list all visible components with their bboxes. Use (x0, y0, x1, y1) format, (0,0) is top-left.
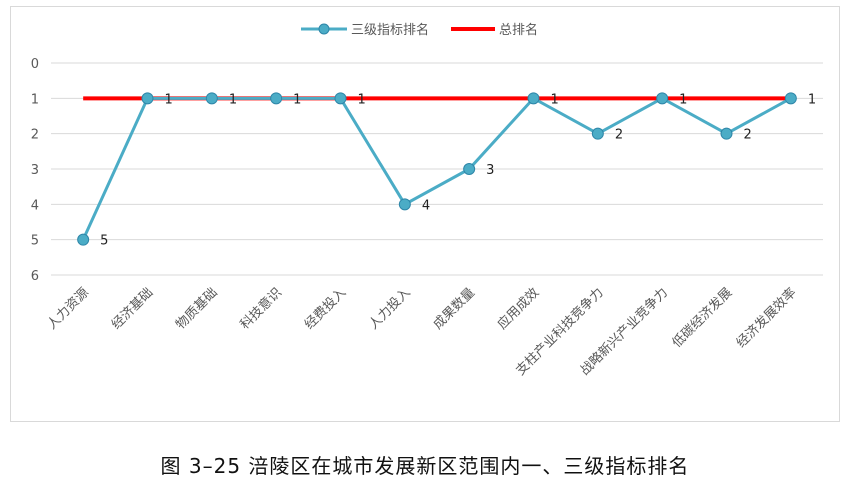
data-label: 1 (165, 92, 173, 107)
y-tick-label: 1 (31, 92, 39, 107)
legend-marker-ranking (318, 23, 330, 35)
x-tick-label: 科技意识 (237, 285, 285, 333)
data-label: 1 (293, 92, 301, 107)
data-point (784, 92, 797, 105)
y-tick-label: 4 (31, 198, 39, 213)
x-tick-label: 人力资源 (45, 285, 92, 332)
data-label: 1 (551, 92, 559, 107)
data-label: 3 (486, 163, 494, 178)
data-label: 1 (358, 92, 366, 107)
y-tick-label: 3 (31, 163, 39, 178)
data-point (720, 127, 733, 140)
chart-area: 0 1 2 3 4 5 6 人力资源 经济基础 物质基础 科技意识 经费投入 人力投入 成果数量 应用成效… (10, 6, 840, 422)
data-point (77, 233, 90, 246)
legend: 三级指标排名 总排名 (301, 22, 538, 38)
data-point (527, 92, 540, 105)
series-points (77, 92, 797, 246)
x-tick-label: 物质基础 (173, 285, 220, 332)
figure-caption: 图 3–25 涪陵区在城市发展新区范围内一、三级指标排名 (160, 454, 690, 478)
data-point (591, 127, 604, 140)
data-point (205, 92, 218, 105)
data-point (270, 92, 283, 105)
data-label: 5 (100, 234, 108, 249)
data-point (463, 163, 476, 175)
data-label: 2 (744, 128, 752, 143)
legend-label-ranking: 三级指标排名 (351, 22, 429, 38)
data-point (398, 198, 411, 211)
x-tick-label: 经济发展效率 (733, 285, 799, 351)
x-tick-label: 成果数量 (431, 285, 478, 332)
x-tick-label: 低碳经济发展 (669, 285, 735, 351)
data-label: 1 (679, 92, 687, 107)
line-chart: 0 1 2 3 4 5 6 人力资源 经济基础 物质基础 科技意识 经费投入 人力投入 成果数量 应用成效… (31, 22, 823, 379)
data-point (656, 92, 669, 105)
x-tick-label: 应用成效 (494, 285, 542, 333)
x-tick-label: 经济基础 (109, 285, 156, 332)
x-axis: 人力资源 经济基础 物质基础 科技意识 经费投入 人力投入 成果数量 应用成效支柱产业科技竞争… (45, 285, 800, 379)
data-labels: 5 1 1 1 1 4 3 1 2 1 2 1 (100, 92, 816, 248)
series-line-ranking (81, 96, 792, 241)
data-point (141, 92, 154, 105)
series-lines (81, 96, 792, 241)
y-tick-label: 0 (31, 57, 39, 72)
data-label: 1 (229, 92, 237, 107)
y-tick-label: 6 (31, 269, 39, 284)
x-tick-label: 经费投入 (301, 285, 349, 333)
data-point (334, 92, 347, 105)
data-label: 1 (808, 92, 816, 107)
legend-label-total: 总排名 (499, 22, 538, 38)
y-tick-label: 5 (31, 234, 39, 249)
y-axis: 0 1 2 3 4 5 6 (31, 57, 39, 284)
data-label: 2 (615, 128, 623, 143)
data-label: 4 (422, 198, 430, 213)
y-tick-label: 2 (31, 128, 39, 143)
x-tick-label: 人力投入 (366, 285, 414, 333)
